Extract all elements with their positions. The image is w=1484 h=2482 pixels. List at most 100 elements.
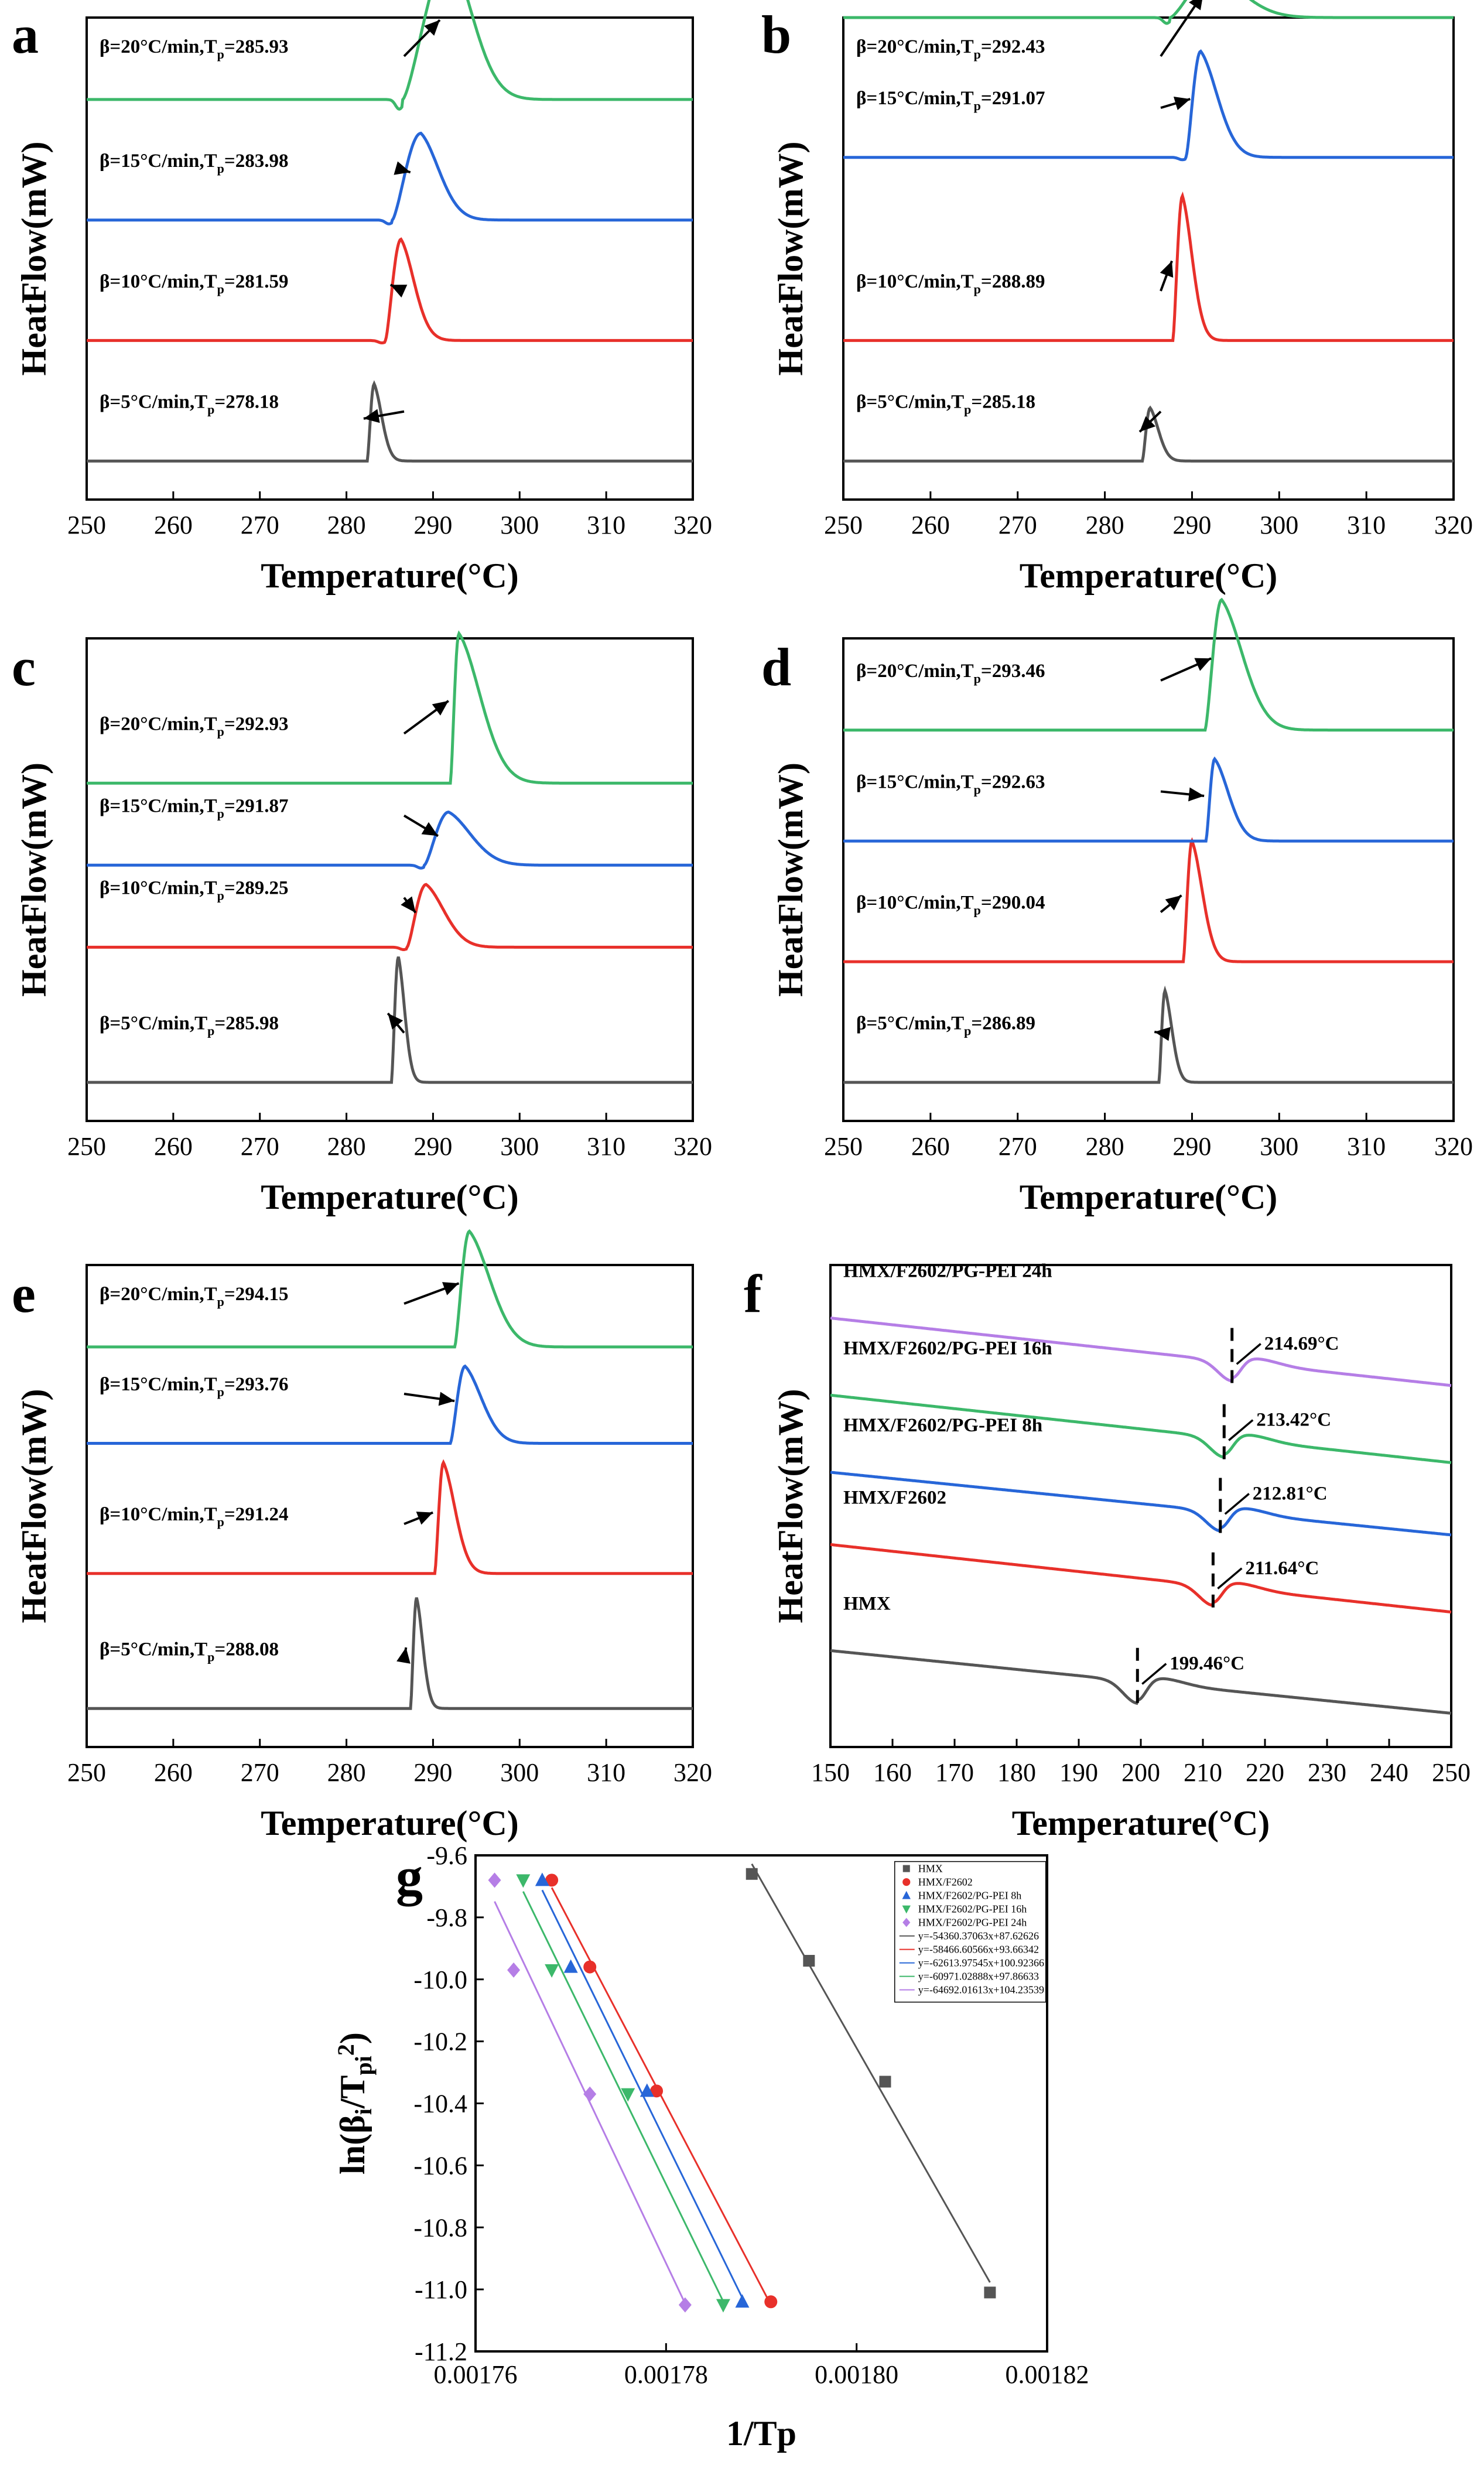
x-tick-label: 0.00182: [1006, 2360, 1089, 2389]
arrowhead: [432, 700, 449, 716]
x-tick-label: 290: [1172, 1132, 1211, 1161]
arrowhead: [1154, 1027, 1171, 1041]
x-axis-title: Temperature(°C): [261, 1178, 519, 1216]
legend-label: HMX: [918, 1863, 943, 1875]
legend-fit-label: y=-62613.97545x+100.92366: [918, 1957, 1044, 1969]
annotation-arrow: [1224, 1493, 1250, 1515]
dsc-curve-rate-5: [87, 956, 693, 1084]
plot-frame: [86, 16, 694, 501]
x-tick-label: 320: [673, 511, 712, 539]
x-tick-label: 250: [824, 1132, 863, 1161]
x-tick-label: 290: [413, 511, 452, 539]
x-axis-title: Temperature(°C): [1020, 1178, 1278, 1216]
x-tick-label: 310: [587, 1758, 625, 1787]
peak-annotation: β=20°C/min,Tp=294.15: [100, 1284, 288, 1309]
curve-label: HMX/F2602/PG-PEI 8h: [843, 1415, 1042, 1436]
x-axis-title: Temperature(°C): [261, 1804, 519, 1842]
arrowhead: [442, 1282, 459, 1295]
legend-fit-label: y=-58466.60566x+93.66342: [918, 1944, 1039, 1955]
panel-g: g 0.00176 0.00178 0.00180 0.00182 -9.6 -9.8 -10…: [333, 1841, 1089, 2453]
data-point: [735, 2294, 750, 2308]
data-point: [488, 1872, 501, 1888]
peak-annotation: β=10°C/min,Tp=281.59: [100, 271, 288, 296]
dsc-curve-rate-15: [87, 131, 693, 225]
peak-temperature-label: 214.69°C: [1264, 1333, 1339, 1354]
x-tick-label: 270: [241, 1758, 279, 1787]
x-tick-label: 150: [811, 1758, 850, 1787]
peak-temperature-label: 211.64°C: [1245, 1558, 1319, 1579]
panel-letter: b: [761, 5, 791, 64]
x-tick-label: 310: [1347, 1132, 1386, 1161]
dsc-curve-rate-5: [87, 380, 693, 463]
peak-annotation: β=5°C/min,Tp=285.18: [856, 392, 1035, 417]
data-point: [583, 2086, 597, 2102]
plot-frame: [86, 1264, 694, 1748]
data-point: [640, 2083, 654, 2097]
x-tick-label: 0.00176: [434, 2360, 518, 2389]
arrowhead: [1173, 97, 1191, 111]
x-tick-label: 280: [327, 1758, 366, 1787]
peak-annotation: β=15°C/min,Tp=292.63: [856, 771, 1045, 796]
legend-label: HMX/F2602/PG-PEI 24h: [918, 1917, 1027, 1929]
dsc-curve: [830, 1393, 1452, 1464]
peak-annotation: β=5°C/min,Tp=288.08: [100, 1639, 279, 1664]
dsc-curve-rate-20: [843, 597, 1454, 732]
dsc-curve-rate-20: [87, 0, 693, 111]
x-tick-label: 190: [1059, 1758, 1098, 1787]
y-axis-title: HeatFlow(mW): [15, 142, 53, 376]
x-tick-label: 320: [1434, 1132, 1473, 1161]
y-axis-title: HeatFlow(mW): [15, 763, 53, 997]
fit-line: [550, 1887, 772, 2306]
x-tick-label: 300: [1260, 1132, 1298, 1161]
data-point: [803, 1954, 815, 1967]
x-tick-label: 0.00178: [624, 2360, 708, 2389]
x-tick-label: 260: [911, 1132, 950, 1161]
x-axis-title: Temperature(°C): [1012, 1804, 1270, 1842]
peak-annotation: β=20°C/min,Tp=292.43: [856, 36, 1045, 61]
peak-annotation: β=20°C/min,Tp=285.93: [100, 36, 288, 61]
y-tick-label: -9.8: [426, 1903, 467, 1932]
dsc-curve-rate-15: [87, 811, 693, 870]
x-tick-label: 290: [1172, 511, 1211, 539]
x-tick-label: 280: [1086, 511, 1124, 539]
arrowhead: [396, 1647, 411, 1664]
y-tick-label: -10.6: [413, 2151, 467, 2180]
arrowhead: [416, 1512, 433, 1525]
dsc-curve-rate-15: [843, 756, 1454, 843]
curve-label: HMX/F2602/PG-PEI 16h: [843, 1338, 1052, 1359]
panel-d: d 250 260 270 280 290 300 310 320 Temperature(°C)…: [761, 597, 1473, 1216]
peak-temperature-label: 212.81°C: [1253, 1483, 1328, 1505]
y-tick-label: -11.2: [415, 2337, 467, 2366]
panel-e: e 250 260 270 280 290 300 310 320 Temperature(°C)…: [12, 1229, 712, 1842]
dsc-curve-rate-10: [87, 883, 693, 952]
x-tick-label: 0.00180: [815, 2360, 898, 2389]
dsc-curve-rate-20: [843, 0, 1454, 25]
arrowhead: [1194, 658, 1212, 671]
y-tick-label: -9.6: [426, 1841, 467, 1870]
annotation-arrow: [1217, 1567, 1243, 1589]
dsc-curve-rate-15: [843, 49, 1454, 162]
peak-annotation: β=15°C/min,Tp=291.07: [856, 88, 1045, 113]
x-tick-label: 180: [997, 1758, 1036, 1787]
legend-label: HMX/F2602/PG-PEI 16h: [918, 1903, 1027, 1915]
x-tick-label: 240: [1370, 1758, 1408, 1787]
curve-label: HMX: [843, 1593, 891, 1614]
peak-annotation: β=15°C/min,Tp=291.87: [100, 796, 288, 821]
y-tick-label: -10.4: [413, 2090, 467, 2118]
plot-frame: [842, 637, 1455, 1122]
fit-line: [751, 1863, 991, 2283]
arrowhead: [424, 20, 440, 36]
data-point: [583, 1960, 597, 1974]
annotation-arrow: [1160, 0, 1201, 57]
panel-b: b 250 260 270 280 290 300 310 320 Temperature(°C)…: [761, 0, 1473, 595]
data-point: [545, 1874, 559, 1887]
y-tick-label: -10.8: [413, 2213, 467, 2242]
y-tick-label: -11.0: [415, 2275, 467, 2304]
peak-annotation: β=15°C/min,Tp=283.98: [100, 151, 288, 176]
y-axis-title: HeatFlow(mW): [771, 142, 810, 376]
x-tick-label: 230: [1308, 1758, 1346, 1787]
x-tick-label: 320: [1434, 511, 1473, 539]
legend-fit-label: y=-54360.37063x+87.62626: [918, 1930, 1039, 1942]
curve-label: HMX/F2602: [843, 1487, 946, 1508]
data-point: [507, 1962, 521, 1978]
